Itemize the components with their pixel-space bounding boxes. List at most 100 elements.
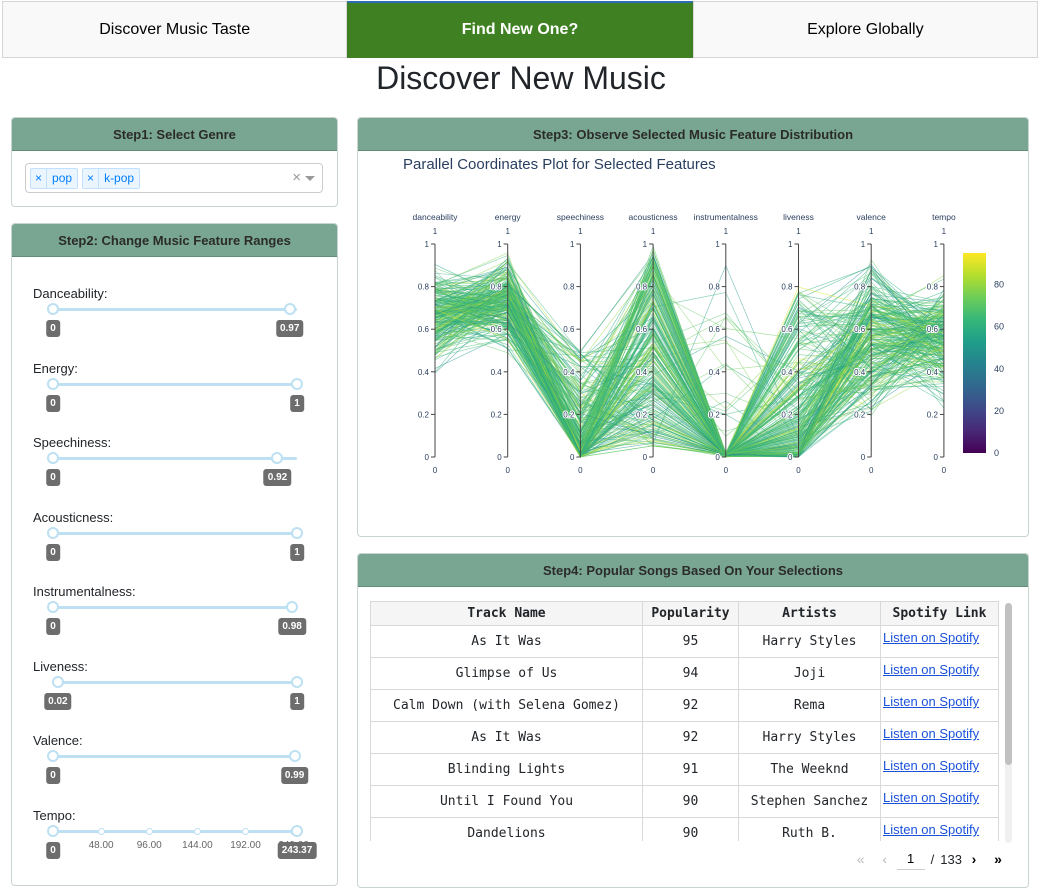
axis-energy[interactable]: energy 1 00 0.2 0.4 0.6 0.8 1 xyxy=(490,212,522,475)
tab-find-new-one[interactable]: Find New One? xyxy=(347,1,693,58)
parallel-coordinates-plot[interactable]: danceability1000.20.40.60.81energy1000.2… xyxy=(358,152,1028,537)
slider-min-handle[interactable] xyxy=(47,824,59,837)
slider-max-handle[interactable] xyxy=(291,526,303,539)
slider-min-handle[interactable] xyxy=(47,377,59,390)
table-row[interactable]: Glimpse of Us 94 Joji Listen on Spotify xyxy=(370,657,999,690)
axis-tick-label: 0.6 xyxy=(491,325,503,334)
slider-min-tooltip: 0 xyxy=(46,767,60,784)
column-header-spotify-link[interactable]: Spotify Link xyxy=(880,601,999,626)
page-title: Discover New Music xyxy=(376,60,666,96)
genre-select[interactable]: × pop × k-pop × xyxy=(25,163,323,193)
slider-mark-dot[interactable] xyxy=(145,827,153,835)
axis-tick-label: 0.6 xyxy=(636,325,648,334)
slider-max-handle[interactable] xyxy=(291,824,303,837)
slider-track[interactable] xyxy=(53,308,297,311)
slider-min-handle[interactable] xyxy=(47,526,59,539)
slider-mark-dot[interactable] xyxy=(193,827,201,835)
remove-k-pop-icon[interactable]: × xyxy=(83,168,100,188)
slider-max-handle[interactable] xyxy=(283,303,296,315)
spotify-link[interactable]: Listen on Spotify xyxy=(883,662,980,677)
slider-max-handle[interactable] xyxy=(288,750,301,762)
table-scrollbar[interactable] xyxy=(1005,603,1012,843)
slider-mark-dot[interactable] xyxy=(241,827,249,835)
slider-track[interactable] xyxy=(53,755,297,758)
table-row[interactable]: Dandelions 90 Ruth B. Listen on Spotify xyxy=(370,817,999,841)
cell-popularity: 94 xyxy=(642,657,739,690)
clear-icon[interactable]: × xyxy=(292,169,301,186)
scrollbar-thumb[interactable] xyxy=(1005,603,1012,765)
axis-speechiness[interactable]: speechiness 1 00 0.2 0.4 0.6 0.8 1 xyxy=(557,212,604,475)
slider-track[interactable] xyxy=(53,531,297,535)
axis-tick-label: 0.4 xyxy=(491,368,503,377)
step2-header: Step2: Change Music Feature Ranges xyxy=(12,224,337,257)
last-page-button[interactable]: » xyxy=(994,851,1002,867)
table-row[interactable]: As It Was 95 Harry Styles Listen on Spotify xyxy=(370,625,999,658)
slider-energy: Energy: 0 1 xyxy=(33,361,313,412)
axis-acousticness[interactable]: acousticness 1 00 0.2 0.4 0.6 0.8 1 xyxy=(629,212,678,475)
spotify-link[interactable]: Listen on Spotify xyxy=(883,790,980,805)
slider-track[interactable] xyxy=(53,457,297,460)
data-line xyxy=(434,284,945,424)
axis-tick-label: 1 xyxy=(933,240,938,249)
axis-range-max: 1 xyxy=(724,227,729,236)
column-header-popularity[interactable]: Popularity xyxy=(642,601,739,626)
slider-min-tooltip: 0 xyxy=(46,320,60,337)
cell-spotify-link: Listen on Spotify xyxy=(880,625,999,658)
spotify-link[interactable]: Listen on Spotify xyxy=(883,758,980,773)
axis-valence[interactable]: valence 1 00 0.2 0.4 0.6 0.8 1 xyxy=(853,212,886,475)
slider-max-handle[interactable] xyxy=(271,452,284,464)
next-page-button[interactable]: › xyxy=(971,851,977,867)
previous-page-button[interactable]: ‹ xyxy=(882,851,887,867)
page-number-input[interactable] xyxy=(896,848,925,870)
slider-max-handle[interactable] xyxy=(291,675,303,688)
axis-range-min: 0 xyxy=(724,466,729,475)
step3-header: Step3: Observe Selected Music Feature Di… xyxy=(358,118,1028,151)
slider-label: Liveness: xyxy=(33,658,88,674)
remove-pop-icon[interactable]: × xyxy=(31,168,48,188)
axis-liveness[interactable]: liveness 1 00 0.2 0.4 0.6 0.8 1 xyxy=(780,212,814,475)
column-header-artists[interactable]: Artists xyxy=(738,601,881,626)
slider-min-handle[interactable] xyxy=(47,601,59,613)
chart-title: Parallel Coordinates Plot for Selected F… xyxy=(403,156,716,173)
data-line xyxy=(434,296,944,458)
axis-tempo[interactable]: tempo 1 00 0.2 0.4 0.6 0.8 1 xyxy=(926,212,956,475)
slider-min-handle[interactable] xyxy=(51,675,64,688)
chevron-down-icon[interactable] xyxy=(305,176,315,181)
spotify-link[interactable]: Listen on Spotify xyxy=(883,630,980,645)
slider-track[interactable] xyxy=(53,606,297,609)
slider-min-handle[interactable] xyxy=(47,303,59,315)
spotify-link[interactable]: Listen on Spotify xyxy=(883,694,980,709)
slider-mark-dot[interactable] xyxy=(97,827,105,835)
tab-discover-music-taste[interactable]: Discover Music Taste xyxy=(2,1,348,58)
axis-title: liveness xyxy=(783,212,814,222)
slider-max-handle[interactable] xyxy=(286,601,299,613)
column-header-track-name[interactable]: Track Name xyxy=(370,601,643,626)
axis-tick-label: 0.2 xyxy=(418,410,430,419)
axis-tick-label: 0.2 xyxy=(709,410,721,419)
spotify-link[interactable]: Listen on Spotify xyxy=(883,822,980,837)
slider-min-handle[interactable] xyxy=(47,452,59,464)
cell-popularity: 90 xyxy=(642,785,739,818)
table-row[interactable]: As It Was 92 Harry Styles Listen on Spotify xyxy=(370,721,999,754)
axis-danceability[interactable]: danceability 1 00 0.2 0.4 0.6 0.8 1 xyxy=(413,212,459,475)
axis-instrumentalness[interactable]: instrumentalness 1 00 0.2 0.4 0.6 0.8 1 xyxy=(694,212,758,475)
slider-danceability: Danceability: 0 0.97 xyxy=(33,286,313,337)
axis-tick-label: 0.6 xyxy=(418,325,430,334)
slider-max-tooltip: 0.92 xyxy=(263,469,292,486)
tab-explore-globally[interactable]: Explore Globally xyxy=(692,1,1038,58)
table-row[interactable]: Calm Down (with Selena Gomez) 92 Rema Liste… xyxy=(370,689,999,722)
spotify-link[interactable]: Listen on Spotify xyxy=(883,726,980,741)
table-pagination: « ‹ / 133 › » xyxy=(849,848,1010,870)
axis-tick-label: 0.4 xyxy=(781,368,793,377)
table-row[interactable]: Blinding Lights 91 The Weeknd Listen on Spo… xyxy=(370,753,999,786)
axis-range-max: 1 xyxy=(869,227,874,236)
slider-max-handle[interactable] xyxy=(291,377,303,390)
slider-track[interactable] xyxy=(53,382,297,386)
slider-min-handle[interactable] xyxy=(47,750,59,762)
first-page-button[interactable]: « xyxy=(856,851,865,867)
table-row[interactable]: Until I Found You 90 Stephen Sanchez Listen… xyxy=(370,785,999,818)
colorbar-tick-label: 0 xyxy=(994,448,999,458)
slider-track[interactable] xyxy=(53,829,297,833)
slider-track[interactable] xyxy=(53,680,297,684)
step1-card: Step1: Select Genre × pop × k-pop × xyxy=(11,117,338,207)
